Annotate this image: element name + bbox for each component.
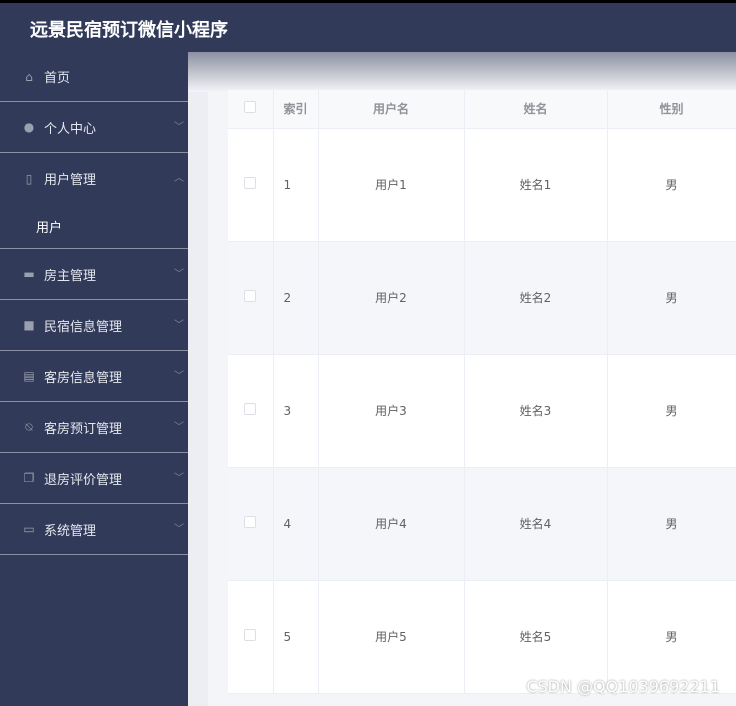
index-cell: 5	[273, 580, 319, 694]
sidebar-item-label: 客房预订管理	[44, 421, 123, 437]
copy-icon: ❐	[23, 471, 35, 485]
username-cell: 用户1	[318, 128, 465, 242]
index-cell: 4	[273, 467, 319, 581]
row-select-cell	[228, 354, 274, 468]
phone-icon: ▯	[25, 171, 33, 186]
monitor-icon: ■	[23, 318, 35, 332]
row-checkbox[interactable]	[244, 403, 257, 415]
card-icon: ▭	[23, 522, 35, 536]
sidebar-item-label: 客房信息管理	[44, 370, 123, 386]
row-select-cell	[228, 241, 274, 355]
table-header-row: 索引 用户名 姓名 性别	[228, 90, 736, 129]
row-select-cell	[228, 580, 274, 694]
chevron-down-icon: ﹀	[174, 371, 184, 382]
gender-cell: 男	[607, 128, 736, 242]
table-row[interactable]: 2 用户2 姓名2 男	[228, 241, 736, 355]
sidebar-item-label: 房主管理	[44, 268, 97, 284]
gender-cell: 男	[607, 467, 736, 581]
sidebar-item-user-management[interactable]: ▯ 用户管理 ︿	[0, 153, 188, 204]
top-shadow	[188, 52, 736, 92]
gender-cell: 男	[607, 354, 736, 468]
user-icon: ●	[23, 120, 35, 134]
header-name[interactable]: 姓名	[464, 90, 608, 129]
sidebar-item-landlord-management[interactable]: ▬ 房主管理 ﹀	[0, 249, 188, 300]
chevron-up-icon: ︿	[174, 173, 184, 184]
message-icon: ▬	[23, 267, 35, 281]
row-checkbox[interactable]	[244, 177, 257, 189]
sidebar-item-label: 退房评价管理	[44, 472, 123, 488]
index-cell: 2	[273, 241, 319, 355]
header-index[interactable]: 索引	[273, 90, 319, 129]
row-checkbox[interactable]	[244, 290, 257, 302]
user-table: 索引 用户名 姓名 性别 1 用户1 姓名1 男 2 用户2 姓名2 男 3 用户3 姓名3 男 4 用户…	[228, 90, 736, 694]
gender-cell: 男	[607, 580, 736, 694]
chevron-down-icon: ﹀	[174, 524, 184, 535]
sidebar-item-home[interactable]: ⌂ 首页	[0, 52, 188, 102]
chevron-down-icon: ﹀	[174, 422, 184, 433]
table-row[interactable]: 3 用户3 姓名3 男	[228, 354, 736, 468]
chevron-down-icon: ﹀	[174, 473, 184, 484]
name-cell: 姓名4	[464, 467, 608, 581]
sidebar: ⌂ 首页 ● 个人中心 ﹀ ▯ 用户管理 ︿ 用户 ▬ 房主管理 ﹀ ■ 民宿信息管理 ﹀ ▤ 客房…	[0, 52, 188, 706]
name-cell: 姓名1	[464, 128, 608, 242]
select-all-cell	[228, 90, 274, 129]
row-select-cell	[228, 128, 274, 242]
header-username[interactable]: 用户名	[318, 90, 465, 129]
sidebar-item-system-management[interactable]: ▭ 系统管理 ﹀	[0, 504, 188, 555]
username-cell: 用户4	[318, 467, 465, 581]
table-row[interactable]: 5 用户5 姓名5 男	[228, 580, 736, 694]
home-icon: ⌂	[25, 69, 33, 84]
sidebar-item-label: 个人中心	[44, 121, 97, 137]
watermark: CSDN @QQ1039692211	[526, 677, 720, 696]
table-row[interactable]: 4 用户4 姓名4 男	[228, 467, 736, 581]
app-header: 远景民宿预订微信小程序	[0, 3, 736, 52]
clipboard-icon: ▤	[23, 369, 35, 383]
row-select-cell	[228, 467, 274, 581]
sidebar-item-homestay-info[interactable]: ■ 民宿信息管理 ﹀	[0, 300, 188, 351]
username-cell: 用户3	[318, 354, 465, 468]
chevron-down-icon: ﹀	[174, 320, 184, 331]
main-content: 索引 用户名 姓名 性别 1 用户1 姓名1 男 2 用户2 姓名2 男 3 用户3 姓名3 男 4 用户…	[188, 52, 736, 706]
sidebar-item-room-info[interactable]: ▤ 客房信息管理 ﹀	[0, 351, 188, 402]
bell-off-icon: ⍉	[25, 419, 33, 434]
sidebar-subitem-user[interactable]: 用户	[0, 204, 188, 249]
table-row[interactable]: 1 用户1 姓名1 男	[228, 128, 736, 242]
sidebar-item-label: 民宿信息管理	[44, 319, 123, 335]
row-checkbox[interactable]	[244, 629, 257, 641]
gender-cell: 男	[607, 241, 736, 355]
index-cell: 1	[273, 128, 319, 242]
name-cell: 姓名3	[464, 354, 608, 468]
app-title: 远景民宿预订微信小程序	[30, 20, 228, 41]
sidebar-item-personal-center[interactable]: ● 个人中心 ﹀	[0, 102, 188, 153]
select-all-checkbox[interactable]	[244, 101, 257, 114]
username-cell: 用户2	[318, 241, 465, 355]
index-cell: 3	[273, 354, 319, 468]
sidebar-item-room-booking[interactable]: ⍉ 客房预订管理 ﹀	[0, 402, 188, 453]
sidebar-item-label: 用户管理	[44, 173, 97, 188]
sidebar-item-label: 系统管理	[44, 523, 97, 539]
name-cell: 姓名2	[464, 241, 608, 355]
content-margin	[188, 52, 208, 706]
name-cell: 姓名5	[464, 580, 608, 694]
username-cell: 用户5	[318, 580, 465, 694]
chevron-down-icon: ﹀	[174, 269, 184, 280]
sidebar-item-checkout-review[interactable]: ❐ 退房评价管理 ﹀	[0, 453, 188, 504]
chevron-down-icon: ﹀	[174, 122, 184, 133]
row-checkbox[interactable]	[244, 516, 257, 528]
sidebar-item-label: 首页	[44, 71, 71, 86]
header-gender[interactable]: 性别	[607, 90, 736, 129]
